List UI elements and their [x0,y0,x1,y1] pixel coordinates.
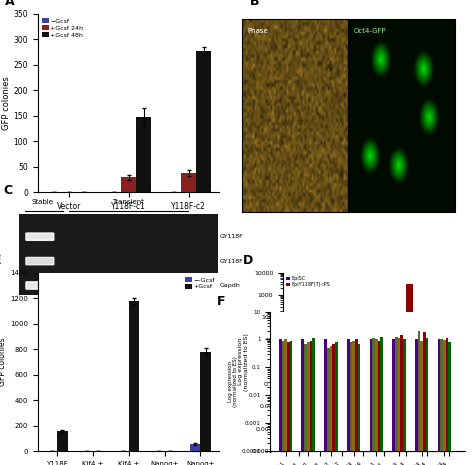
Bar [310,341,312,465]
Bar [329,345,332,465]
Bar [196,51,211,193]
Bar [415,339,418,465]
Text: E: E [0,254,1,267]
FancyBboxPatch shape [66,282,94,289]
Bar [290,341,292,465]
Y-axis label: Log expression
(normalized to ES): Log expression (normalized to ES) [228,356,238,407]
Text: A: A [5,0,15,8]
Legend: −Gcsf, +Gcsf 24h, +Gcsf 48h: −Gcsf, +Gcsf 24h, +Gcsf 48h [41,17,85,39]
Bar [370,339,372,465]
Bar [420,362,428,465]
Text: Phase: Phase [247,28,268,34]
Bar [287,342,290,465]
Bar [320,367,328,465]
Bar [335,342,338,465]
Bar [332,344,335,465]
Bar [441,362,449,465]
FancyBboxPatch shape [26,258,54,265]
Bar [190,444,201,451]
Bar [358,344,360,465]
Bar [136,117,151,193]
Bar [448,342,451,465]
Bar [395,337,398,465]
Text: GY118F: GY118F [220,234,244,239]
FancyBboxPatch shape [26,233,54,240]
Text: Gapdh: Gapdh [220,283,241,288]
Bar [446,339,448,465]
Y-axis label: GFP colonies: GFP colonies [2,76,11,130]
Bar [312,339,315,465]
Bar [420,341,423,465]
Bar [201,352,211,451]
Legend: −-Gcsf, +Gcsf: −-Gcsf, +Gcsf [184,276,216,291]
Bar [406,284,413,465]
Bar [347,339,349,465]
Bar [438,339,440,465]
Bar [128,301,139,451]
Bar [426,339,428,465]
Bar [401,334,403,465]
Text: Stable: Stable [32,199,54,205]
Bar [304,344,307,465]
Bar [372,339,375,465]
Bar [378,341,381,465]
Bar [363,365,371,465]
Bar [403,339,406,465]
Bar [349,342,352,465]
Bar [334,362,342,465]
Bar [352,341,355,465]
Bar [428,364,435,465]
Bar [282,341,284,465]
FancyBboxPatch shape [26,282,54,289]
Bar [121,177,136,193]
Bar [356,362,363,465]
Bar [440,339,443,465]
Bar [181,173,196,193]
Bar [377,362,384,465]
Bar [443,340,446,465]
Bar [355,339,358,465]
Bar [384,362,392,465]
Text: D: D [243,254,253,267]
Bar [284,339,287,465]
FancyBboxPatch shape [143,282,171,289]
Bar [307,342,310,465]
Bar [418,331,420,465]
Bar [324,339,327,465]
Bar [291,362,299,465]
Y-axis label: GFP colonies: GFP colonies [0,338,8,386]
FancyBboxPatch shape [118,282,146,289]
Y-axis label: Log expression
(normalized to ES): Log expression (normalized to ES) [238,333,249,391]
FancyBboxPatch shape [91,282,119,289]
Bar [57,432,68,451]
Legend: EpiSC, EpiY118F(T)-iPS: EpiSC, EpiY118F(T)-iPS [285,275,331,288]
Bar [392,339,395,465]
Bar [399,362,406,465]
Text: Transient: Transient [112,199,145,205]
Bar [381,337,383,465]
Bar [299,363,306,465]
Text: B: B [250,0,260,8]
Text: GY118F: GY118F [220,259,244,264]
Bar [449,360,456,465]
Bar [279,339,282,465]
Bar [342,371,349,465]
Bar [375,339,378,465]
Bar [327,348,329,465]
Bar [398,339,401,465]
Text: C: C [3,184,12,197]
Bar [313,362,320,465]
Bar [301,339,304,465]
Text: F: F [217,294,226,307]
Bar [423,332,426,465]
Text: Oct4-GFP: Oct4-GFP [354,28,386,34]
